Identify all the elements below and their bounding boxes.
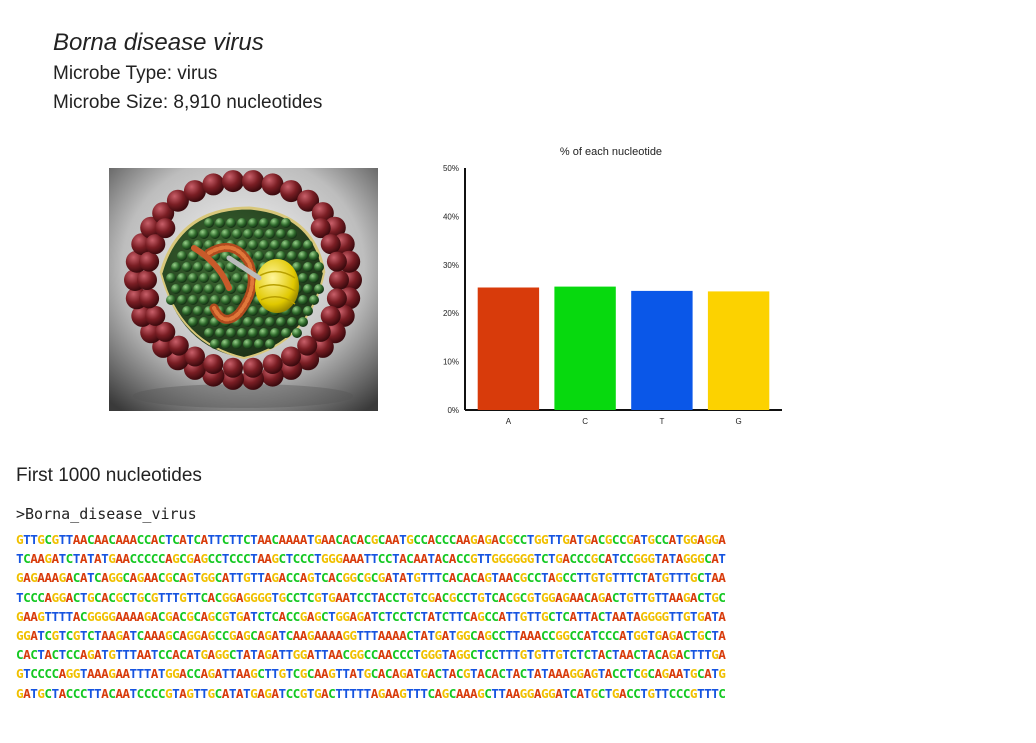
y-tick-label: 40%: [443, 212, 459, 221]
fasta-header: >Borna_disease_virus: [16, 505, 197, 523]
microbe-size: Microbe Size: 8,910 nucleotides: [53, 92, 323, 113]
bar-C: [554, 286, 616, 410]
x-tick-label: C: [582, 417, 588, 426]
sequence-line: GATGCTACCCTTACAATCCCCGTAGTTGCATATGAGATCC…: [16, 685, 726, 701]
sequence-line: GTTGCGTTAACAACAAACCACTCATCATTCTTCTAACAAA…: [16, 532, 726, 547]
sequence-line: TCAAGATCTATATGAACCCCCAGCGAGCCTCCCTAAGCTC…: [16, 551, 726, 567]
x-tick-label: A: [506, 417, 512, 426]
sequence-line: TCCCAGGACTGCACGCTGCGTTTGTTCACGGAGGGGTGCC…: [16, 589, 726, 605]
y-tick-label: 20%: [443, 309, 459, 318]
y-tick-label: 0%: [447, 406, 459, 415]
bar-G: [707, 291, 770, 410]
sequence-heading: First 1000 nucleotides: [16, 465, 202, 486]
bar-A: [477, 287, 540, 410]
microbe-title: Borna disease virus: [53, 29, 264, 56]
y-tick-label: 10%: [443, 358, 459, 367]
chart-title: % of each nucleotide: [560, 146, 662, 158]
y-tick-label: 50%: [443, 164, 459, 173]
microbe-type: Microbe Type: virus: [53, 63, 218, 84]
sequence-line: GAAGTTTTACGGGGAAAAGACGACGCAGCGTGATCTCACC…: [16, 608, 726, 624]
x-tick-label: T: [659, 417, 664, 426]
sequence-line: GTCCCCAGGTAAAGAATTTATGGACCAGATTAAGCTTGTC…: [16, 666, 726, 682]
sequence-block: GTTGCGTTAACAACAAACCACTCATCATTCTTCTAACAAA…: [16, 530, 1026, 703]
y-tick-label: 30%: [443, 261, 459, 270]
sequence-line: GGATCGTCGTCTAAGATCAAAGCAGGAGCCGAGCAGATCA…: [16, 627, 726, 643]
sequence-line: CACTACTCCAGATGTTTAATCCACATGAGGCTATAGATTG…: [16, 647, 726, 663]
nucleotide-chart: % of each nucleotide 0% 10% 20% 30% 40% 50% A…: [430, 140, 790, 440]
x-tick-label: G: [735, 417, 741, 426]
bar-T: [631, 290, 693, 410]
virus-illustration-icon: [109, 168, 378, 411]
sequence-line: GAGAAAGACATCAGGCAGAACGCAGTGGCATTGTTAGACC…: [16, 570, 726, 586]
